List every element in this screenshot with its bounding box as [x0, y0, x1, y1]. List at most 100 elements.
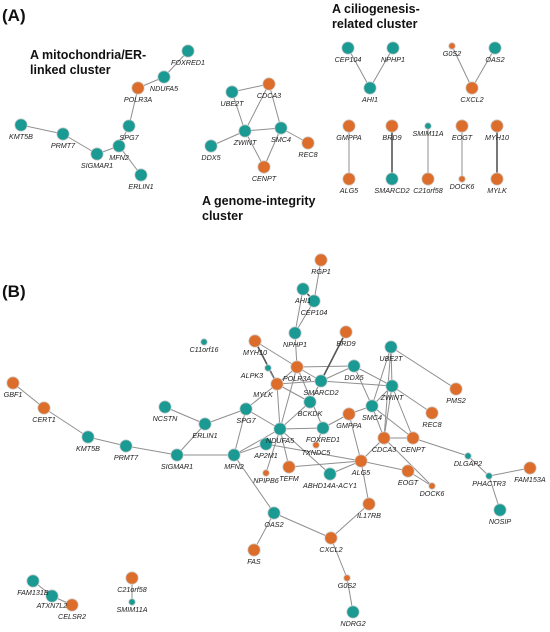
node-b-polr3a	[290, 360, 304, 374]
edge-a-cep104-a-ahi1	[347, 47, 371, 89]
node-a-ndufa5	[157, 70, 171, 84]
node-label-a-mylk: MYLK	[487, 186, 508, 195]
node-label-a-ube2t: UBE2T	[220, 99, 244, 108]
node-b-ahi1	[296, 282, 310, 296]
node-label-b-nosip: NOSIP	[489, 517, 512, 526]
node-label-b-txndc5: TXNDC5	[302, 448, 332, 457]
node-a-eogt	[455, 119, 469, 133]
node-a-ahi1	[363, 81, 377, 95]
edge-b-polr3a-b-ddx5	[296, 365, 355, 368]
edge-b-ube2t-b-pms2	[390, 346, 457, 390]
node-b-eogt	[401, 464, 415, 478]
node-b-c11orf16	[200, 338, 208, 346]
node-label-b-cep104: CEP104	[301, 308, 328, 317]
node-layer	[6, 41, 537, 619]
node-a-zwint	[238, 124, 252, 138]
node-label-b-ddx5: DDX5	[344, 373, 364, 382]
node-label-b-prmt7: PRMT7	[114, 453, 139, 462]
node-label-b-rgp1: RGP1	[311, 267, 331, 276]
node-b-tefm	[282, 460, 296, 474]
node-a-rec8	[301, 136, 315, 150]
node-a-cenpt	[257, 160, 271, 174]
node-b-dlgap2	[464, 452, 472, 460]
edge-b-mylk-b-ndufa5	[276, 383, 281, 430]
node-b-foxred1	[316, 421, 330, 435]
node-label-a-ddx5: DDX5	[201, 153, 221, 162]
node-b-ddx5	[347, 359, 361, 373]
edge-b-zwint-b-rec8	[391, 385, 433, 414]
edge-b-ddx5-b-smc4	[353, 365, 373, 407]
node-a-spg7	[122, 119, 136, 133]
node-b-dock6	[428, 482, 436, 490]
node-label-b-spg7: SPG7	[236, 416, 256, 425]
edge-a-cdca3-a-zwint	[244, 83, 270, 132]
edge-b-zwint-b-cenpt	[391, 385, 414, 439]
node-label-b-atxn7l2: ATXN7L2	[36, 601, 68, 610]
node-label-b-pms2: PMS2	[446, 396, 466, 405]
edge-b-cert1-b-kmt5b	[43, 407, 89, 438]
node-label-a-ndufa5: NDUFA5	[150, 84, 179, 93]
panel-b-label: (B)	[2, 282, 26, 301]
node-label-b-ube2t: UBE2T	[379, 354, 403, 363]
node-label-a-rec8: REC8	[298, 150, 317, 159]
edge-a-g0s2-a-cxcl2	[451, 45, 473, 89]
node-b-mfn2	[227, 448, 241, 462]
edge-a-prmt7-a-kmt5b	[20, 124, 64, 135]
node-label-a-prmt7: PRMT7	[51, 141, 76, 150]
node-a-cxcl2	[465, 81, 479, 95]
node-label-a-polr3a: POLR3A	[124, 95, 153, 104]
edge-b-ncstn-b-erlin1	[164, 406, 206, 425]
node-label-a-myh10: MYH10	[485, 133, 509, 142]
edge-b-gbf1-b-cert1	[12, 382, 45, 409]
node-label-b-fam153a: FAM153A	[514, 475, 546, 484]
edge-a-zwint-a-cenpt	[244, 130, 265, 168]
node-b-sigmar1	[170, 448, 184, 462]
node-label-a-g0s2: G0S2	[443, 49, 461, 58]
node-b-cert1	[37, 401, 51, 415]
node-b-prmt7	[119, 439, 133, 453]
node-label-b-dock6: DOCK6	[420, 489, 445, 498]
cluster-title-genome-line2: cluster	[202, 209, 243, 223]
node-label-a-foxred1: FOXRED1	[171, 58, 205, 67]
node-label-a-spg7: SPG7	[119, 133, 139, 142]
node-b-fam153a	[523, 461, 537, 475]
panel-a-label: (A)	[2, 6, 26, 25]
node-b-kmt5b	[81, 430, 95, 444]
edge-b-phactr3-b-fam153a	[488, 467, 531, 477]
node-label-a-kmt5b: KMT5B	[9, 132, 33, 141]
node-label-a-sigmar1: SIGMAR1	[81, 161, 113, 170]
edge-b-ube2t-b-smc4	[371, 346, 392, 407]
node-label-b-sigmar1: SIGMAR1	[161, 462, 193, 471]
node-b-smarcd2	[314, 374, 328, 388]
node-label-b-ahi1: AHI1	[294, 296, 311, 305]
node-b-fam131b	[26, 574, 40, 588]
node-label-a-zwint: ZWINT	[233, 138, 257, 147]
node-a-smc4	[274, 121, 288, 135]
node-label-b-phactr3: PHACTR3	[472, 479, 506, 488]
edge-b-alg5-b-tefm	[288, 460, 362, 468]
node-a-nphp1	[386, 41, 400, 55]
node-a-alg5	[342, 172, 356, 186]
node-b-erlin1	[198, 417, 212, 431]
node-a-myh10	[490, 119, 504, 133]
edge-b-dlgap2-b-phactr3	[467, 455, 490, 477]
node-a-brd9	[385, 119, 399, 133]
edge-b-prmt7-b-sigmar1	[125, 445, 178, 456]
edge-b-cdca3-b-dock6	[383, 437, 433, 487]
node-label-a-ahi1: AHI1	[361, 95, 378, 104]
node-b-gmppa	[342, 407, 356, 421]
edge-a-cdca3-a-smc4	[268, 83, 282, 129]
node-label-b-g0s2: G0S2	[338, 581, 356, 590]
edge-b-polr3a-b-ndufa5	[279, 366, 298, 430]
node-a-g0s2	[448, 42, 456, 50]
cluster-title-mito-line1: A mitochondria/ER-	[30, 48, 146, 62]
node-label-b-smarcd2: SMARCD2	[303, 388, 338, 397]
node-label-a-cxcl2: CXCL2	[460, 95, 483, 104]
edge-b-ap2m1-b-alg5	[265, 443, 362, 462]
node-label-b-myh10: MYH10	[243, 348, 267, 357]
node-b-abhd14a	[323, 467, 337, 481]
node-label-a-eogt: EOGT	[452, 133, 473, 142]
node-b-nphp1	[288, 326, 302, 340]
node-label-a-oas2: OAS2	[485, 55, 504, 64]
node-label-b-c21orf58: C21orf58	[117, 585, 147, 594]
